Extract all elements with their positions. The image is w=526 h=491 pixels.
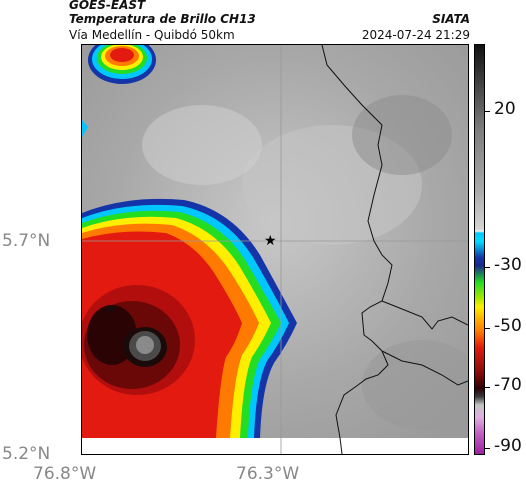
colorbar-label-neg70: -70	[494, 375, 522, 395]
colorbar-tick	[485, 267, 490, 268]
satellite-title: GOES-EAST	[69, 0, 146, 12]
lat-label-top: 5.7°N	[2, 231, 51, 251]
source-label: SIATA	[432, 12, 470, 26]
star-marker-icon: ★	[264, 233, 277, 249]
colorbar-label-neg50: -50	[494, 316, 522, 336]
map-image: ★	[82, 45, 468, 454]
colorbar	[474, 44, 485, 455]
storm-cell-small	[88, 45, 156, 84]
timestamp-label: 2024-07-24 21:29	[361, 28, 470, 42]
colorbar-tick	[485, 328, 490, 329]
colorbar-label-neg90: -90	[494, 436, 522, 456]
colorbar-tick	[485, 387, 490, 388]
satellite-map[interactable]: ★	[81, 44, 469, 455]
lat-label-bottom: 5.2°N	[2, 444, 51, 464]
region-subtitle: Vía Medellín - Quibdó 50km	[69, 28, 235, 42]
product-title: Temperatura de Brillo CH13	[69, 12, 256, 26]
storm-cell-large	[82, 198, 297, 438]
colorbar-label-neg30: -30	[494, 255, 522, 275]
lon-label-left: 76.8°W	[33, 464, 97, 484]
colorbar-label-20: 20	[494, 99, 516, 119]
lon-label-right: 76.3°W	[236, 464, 300, 484]
colorbar-tick	[485, 111, 490, 112]
colorbar-tick	[485, 448, 490, 449]
